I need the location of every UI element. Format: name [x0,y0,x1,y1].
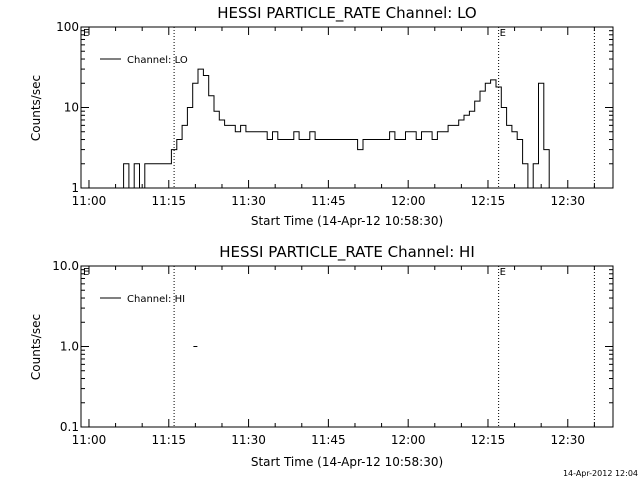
hi-x-tick-label: 12:00 [391,433,426,447]
lo-x-tick-label: 11:45 [311,194,346,208]
lo-y-tick-label: 100 [56,20,79,34]
lo-x-tick-label: 11:30 [231,194,266,208]
hi-x-axis-label: Start Time (14-Apr-12 10:58:30) [251,455,443,469]
lo-series-line [118,68,555,189]
hi-legend-entry: Channel: HI [127,294,185,305]
hi-x-tick-label: 12:30 [550,433,585,447]
hi-y-tick-label: 1.0 [60,340,79,354]
hi-plot-frame [80,265,614,428]
hi-x-tick-label: 11:15 [151,433,186,447]
hi-channel-panel: HESSI PARTICLE_RATE Channel: HI Counts/s… [29,243,614,469]
lo-legend-entry: Channel: LO [127,55,188,66]
lo-corner-label: E [83,28,89,39]
lo-x-tick-label: 11:00 [72,194,107,208]
lo-y-tick-label: 10 [64,101,79,115]
lo-x-tick-label: 12:00 [391,194,426,208]
lo-x-axis-label: Start Time (14-Apr-12 10:58:30) [251,214,443,228]
hi-corner-label: E [83,267,89,278]
hi-y-tick-label: 10.0 [52,259,79,273]
lo-x-tick-label: 12:30 [550,194,585,208]
hi-x-tick-label: 11:00 [72,433,107,447]
hi-x-tick-label: 12:15 [471,433,506,447]
lo-x-tick-label: 11:15 [151,194,186,208]
hi-y-tick-label: 0.1 [60,420,79,434]
hi-time-marker-label: E [500,267,506,278]
hi-x-tick-label: 11:30 [231,433,266,447]
lo-x-tick-label: 12:15 [471,194,506,208]
lo-y-axis-label: Counts/sec [29,75,43,141]
footer-timestamp: 14-Apr-2012 12:04 [563,469,638,478]
hi-chart-title: HESSI PARTICLE_RATE Channel: HI [219,243,475,262]
hi-y-axis-label: Counts/sec [29,314,43,380]
lo-y-tick-label: 1 [71,181,79,195]
lo-time-marker-label: E [500,28,506,39]
lo-channel-panel: HESSI PARTICLE_RATE Channel: LO Counts/s… [29,4,614,228]
hi-x-tick-label: 11:45 [311,433,346,447]
lo-chart-title: HESSI PARTICLE_RATE Channel: LO [217,4,476,23]
